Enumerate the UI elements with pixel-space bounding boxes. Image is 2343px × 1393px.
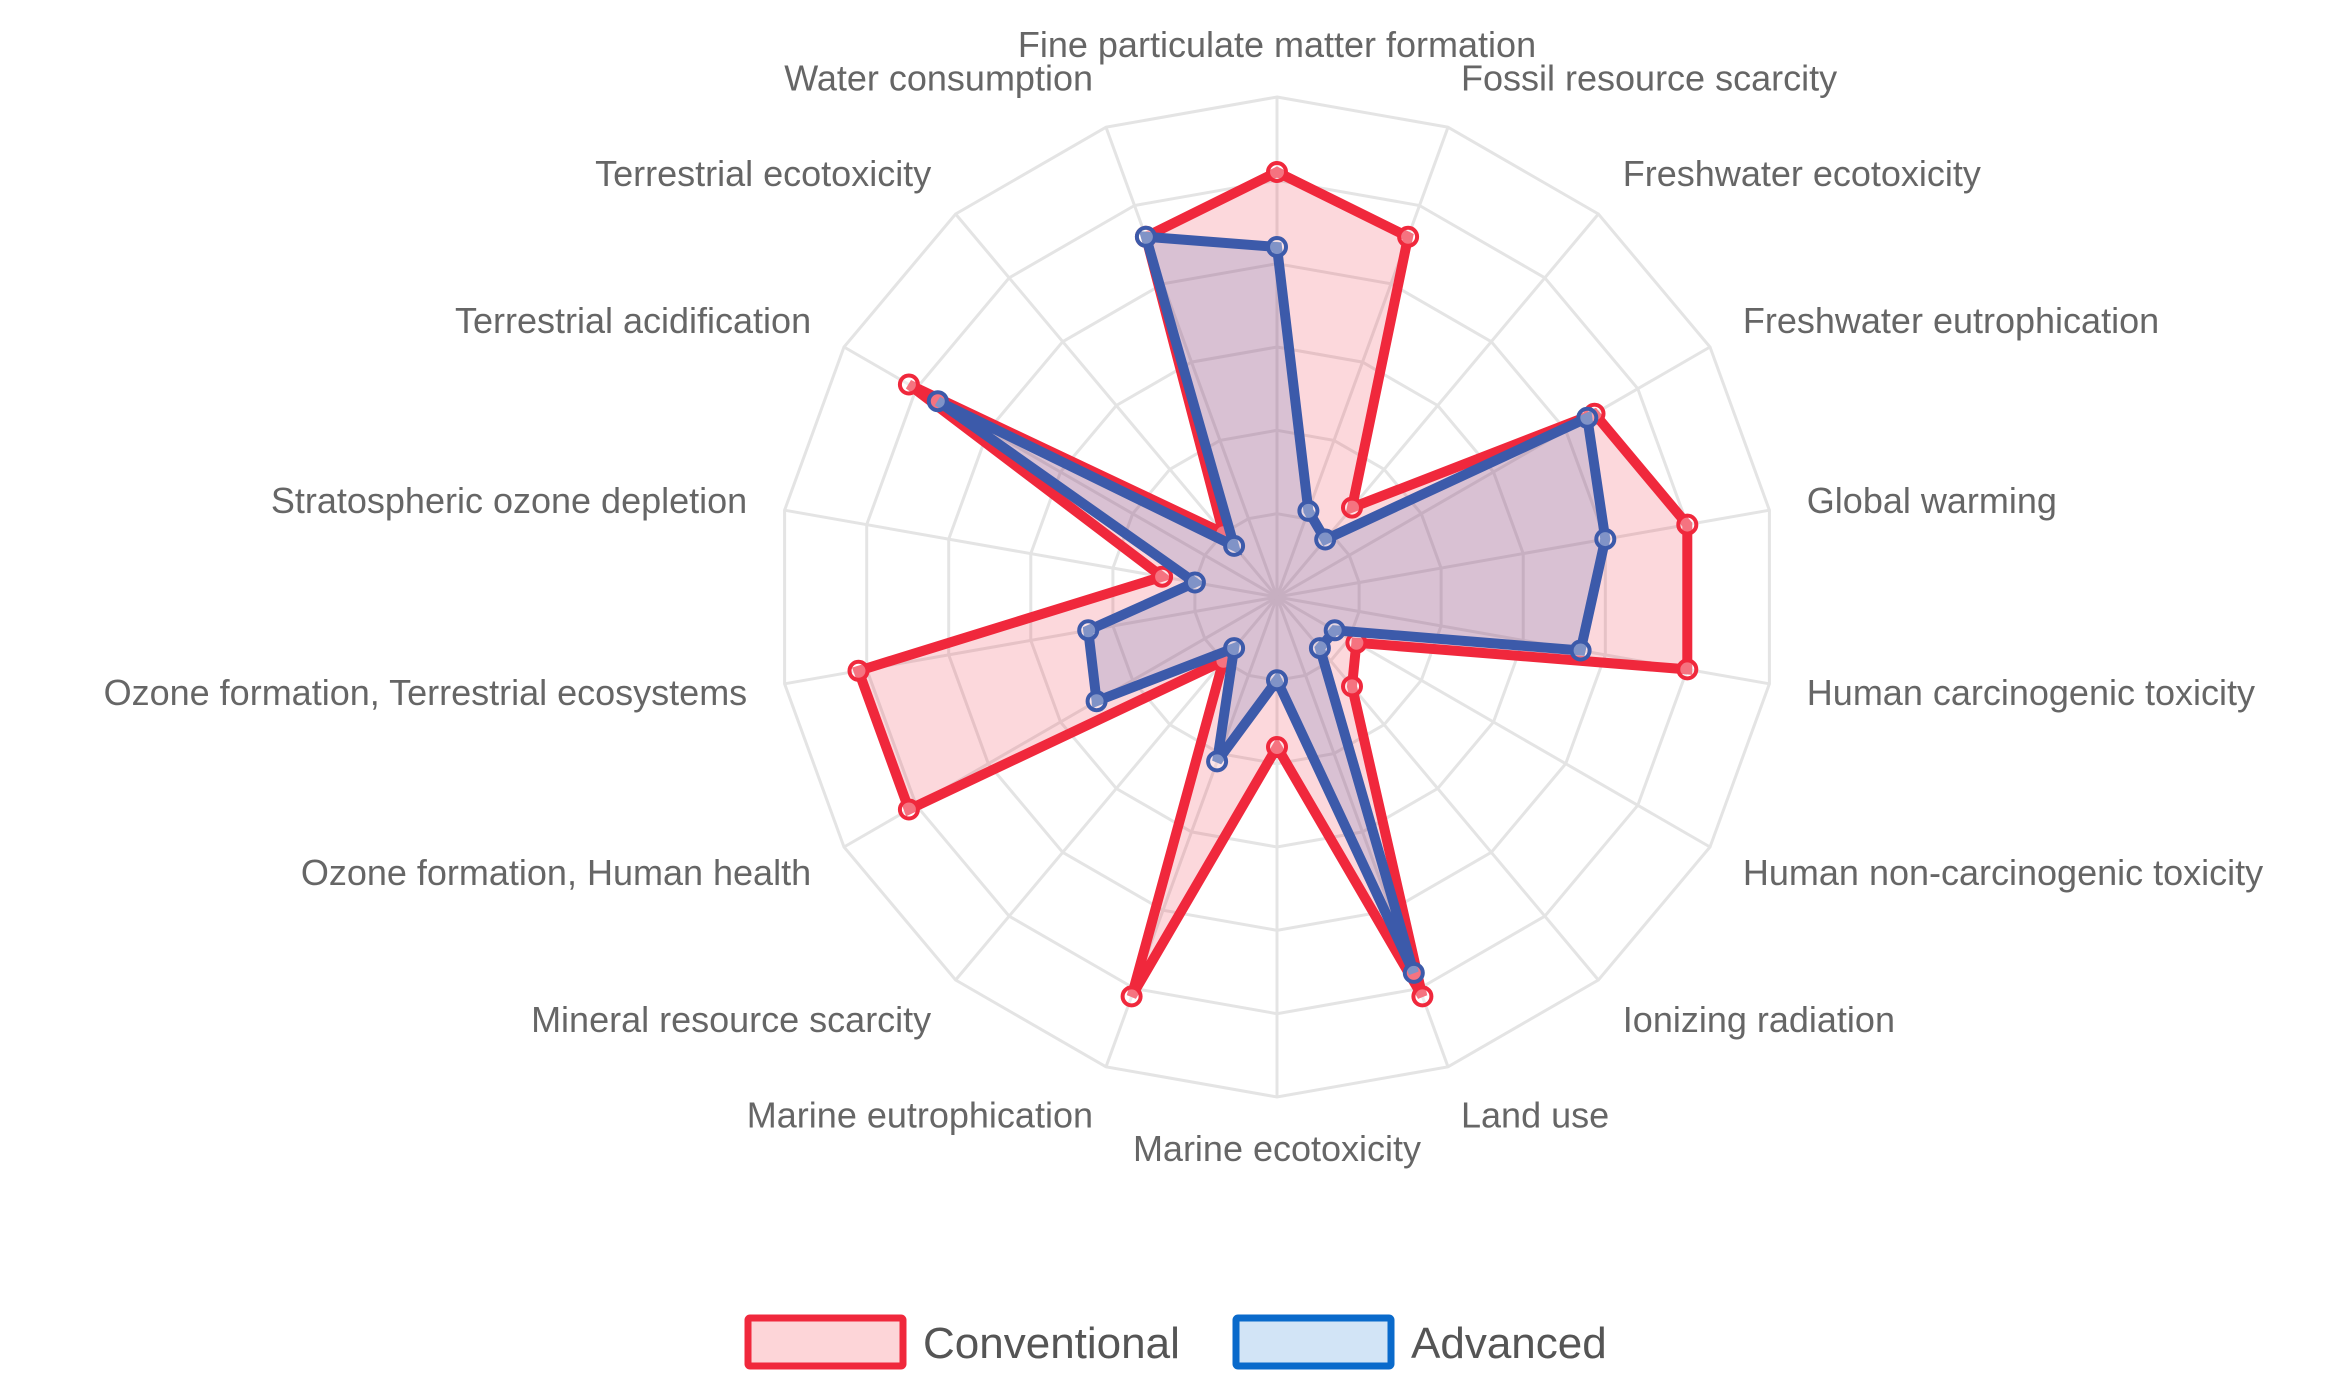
axis-label-freshwater-ecotoxicity: Freshwater ecotoxicity (1623, 153, 1981, 194)
point-conventional-freshwater-ecotoxicity[interactable] (1341, 496, 1363, 519)
point-advanced-terrestrial-acidification[interactable] (926, 390, 949, 413)
point-conventional-human-carcinogenic-toxicity[interactable] (1676, 658, 1699, 681)
axis-label-ozone-formation-terrestrial-ecosystems: Ozone formation, Terrestrial ecosystems (104, 672, 748, 713)
point-conventional-fossil-resource-scarcity[interactable] (1397, 225, 1420, 248)
point-conventional-ionizing-radiation[interactable] (1341, 675, 1363, 698)
legend-swatch-advanced (1232, 1314, 1395, 1370)
axis-label-ozone-formation-human-health: Ozone formation, Human health (301, 852, 811, 893)
legend-label-conventional: Conventional (923, 1319, 1180, 1368)
point-advanced-marine-ecotoxicity[interactable] (1266, 669, 1288, 692)
legend-label-advanced: Advanced (1411, 1319, 1607, 1368)
legend[interactable]: Conventional Advanced (744, 1314, 1607, 1370)
legend-item-conventional[interactable]: Conventional (744, 1314, 1180, 1370)
point-advanced-fossil-resource-scarcity[interactable] (1297, 499, 1320, 522)
point-advanced-marine-eutrophication[interactable] (1206, 750, 1229, 773)
legend-item-advanced[interactable]: Advanced (1232, 1314, 1607, 1370)
axis-label-marine-ecotoxicity: Marine ecotoxicity (1133, 1128, 1421, 1169)
legend-swatch-conventional (744, 1314, 907, 1370)
point-conventional-global-warming[interactable] (1676, 513, 1699, 536)
point-conventional-terrestrial-acidification[interactable] (897, 373, 920, 396)
point-conventional-marine-ecotoxicity[interactable] (1266, 736, 1288, 758)
axis-label-ionizing-radiation: Ionizing radiation (1623, 999, 1895, 1040)
axis-label-marine-eutrophication: Marine eutrophication (747, 1095, 1093, 1136)
axis-label-stratospheric-ozone-depletion: Stratospheric ozone depletion (271, 480, 747, 521)
point-advanced-ozone-formation-human-health[interactable] (1085, 690, 1108, 713)
point-advanced-freshwater-ecotoxicity[interactable] (1314, 528, 1337, 551)
axis-label-freshwater-eutrophication: Freshwater eutrophication (1743, 300, 2159, 341)
axis-label-human-carcinogenic-toxicity: Human carcinogenic toxicity (1807, 672, 2255, 713)
point-advanced-water-consumption[interactable] (1134, 225, 1157, 248)
point-advanced-global-warming[interactable] (1594, 528, 1617, 551)
spoke-freshwater-eutrophication (1276, 345, 1711, 599)
axis-label-terrestrial-ecotoxicity: Terrestrial ecotoxicity (595, 153, 931, 194)
point-conventional-stratospheric-ozone-depletion[interactable] (1151, 565, 1174, 588)
axis-labels: Fine particulate matter formationFossil … (104, 24, 2264, 1169)
point-conventional-ozone-formation-terrestrial-ecosystems[interactable] (847, 659, 870, 682)
point-advanced-human-non-carcinogenic-toxicity[interactable] (1323, 619, 1346, 642)
point-advanced-ozone-formation-terrestrial-ecosystems[interactable] (1077, 619, 1100, 642)
point-advanced-freshwater-eutrophication[interactable] (1576, 406, 1599, 429)
point-conventional-land-use[interactable] (1411, 985, 1434, 1008)
spoke-water-consumption (1104, 126, 1279, 598)
axis-label-water-consumption: Water consumption (784, 57, 1093, 98)
point-advanced-fine-particulate-matter-formation[interactable] (1266, 236, 1288, 258)
axis-label-mineral-resource-scarcity: Mineral resource scarcity (531, 999, 931, 1040)
axis-label-fine-particulate-matter-formation: Fine particulate matter formation (1018, 24, 1536, 65)
point-advanced-stratospheric-ozone-depletion[interactable] (1183, 571, 1206, 594)
series-area-advanced (934, 231, 1611, 976)
axis-label-human-non-carcinogenic-toxicity: Human non-carcinogenic toxicity (1743, 852, 2263, 893)
point-conventional-marine-eutrophication[interactable] (1120, 985, 1143, 1008)
axis-label-global-warming: Global warming (1807, 480, 2057, 521)
axis-label-fossil-resource-scarcity: Fossil resource scarcity (1461, 57, 1837, 98)
axis-label-land-use: Land use (1461, 1095, 1609, 1136)
axis-label-terrestrial-acidification: Terrestrial acidification (455, 300, 811, 341)
point-advanced-human-carcinogenic-toxicity[interactable] (1569, 639, 1592, 662)
point-advanced-terrestrial-ecotoxicity[interactable] (1223, 534, 1246, 557)
series-advanced (926, 225, 1617, 984)
point-conventional-ozone-formation-human-health[interactable] (897, 798, 920, 821)
spoke-ionizing-radiation (1275, 596, 1600, 981)
point-advanced-ionizing-radiation[interactable] (1308, 637, 1331, 660)
point-advanced-land-use[interactable] (1402, 961, 1425, 984)
point-advanced-mineral-resource-scarcity[interactable] (1223, 637, 1246, 660)
point-conventional-fine-particulate-matter-formation[interactable] (1266, 161, 1288, 183)
radar-series (847, 161, 1699, 1008)
